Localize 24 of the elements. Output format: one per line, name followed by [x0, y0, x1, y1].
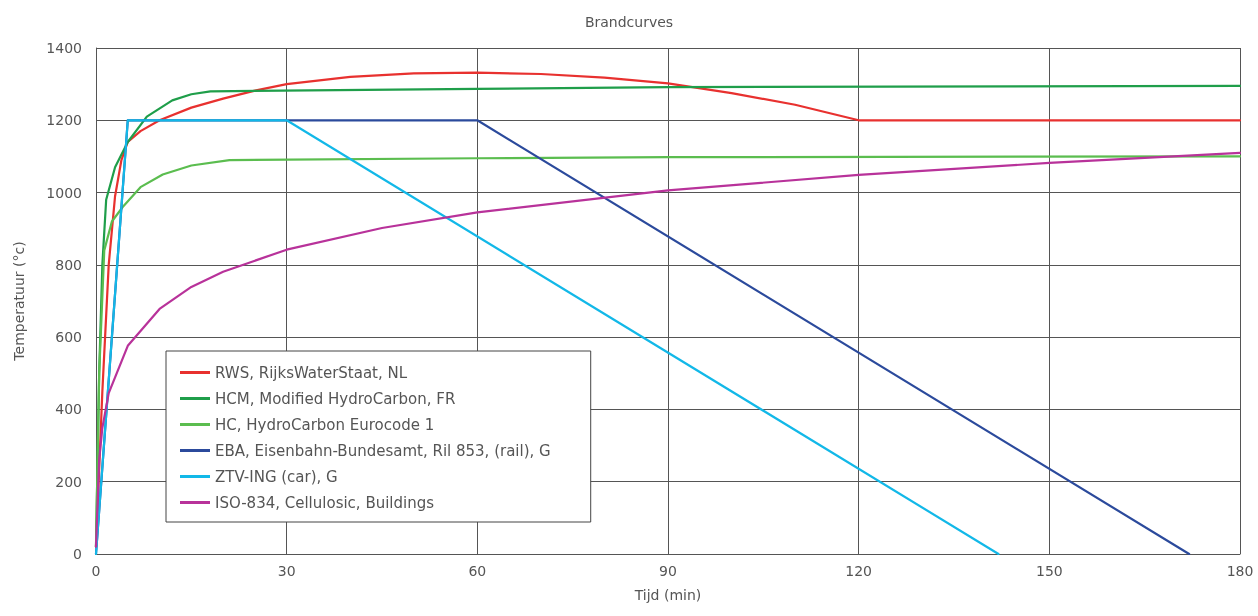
y-tick-label: 200 — [55, 473, 82, 490]
y-tick-label: 800 — [55, 256, 82, 273]
legend-label: HC, HydroCarbon Eurocode 1 — [215, 415, 435, 434]
chart-title: Brandcurves — [584, 14, 674, 30]
y-tick-label: 1000 — [46, 184, 82, 201]
y-tick-label: 1400 — [46, 40, 82, 56]
y-tick-label: 0 — [73, 546, 82, 562]
x-tick-label: 60 — [468, 563, 487, 579]
x-tick-label: 180 — [1226, 563, 1254, 579]
x-axis-title: Tijd (min) — [633, 587, 702, 603]
legend-label: HCM, Modified HydroCarbon, FR — [215, 389, 456, 408]
x-tick-label: 120 — [845, 563, 873, 579]
legend-label: ZTV-ING (car), G — [215, 467, 338, 486]
legend-label: EBA, Eisenbahn-Bundesamt, Ril 853, (rail), G — [215, 441, 551, 460]
x-tick-label: 0 — [91, 563, 101, 579]
x-tick-label: 150 — [1035, 563, 1063, 579]
legend-label: RWS, RijksWaterStaat, NL — [215, 363, 408, 382]
y-tick-label: 400 — [55, 401, 82, 418]
y-tick-label: 600 — [55, 329, 82, 346]
y-tick-label: 1200 — [46, 112, 82, 129]
legend-label: ISO-834, Cellulosic, Buildings — [215, 493, 435, 512]
y-axis-title: Temperatuur (°c) — [11, 241, 27, 362]
x-tick-label: 30 — [277, 563, 296, 579]
x-tick-label: 90 — [659, 563, 677, 579]
